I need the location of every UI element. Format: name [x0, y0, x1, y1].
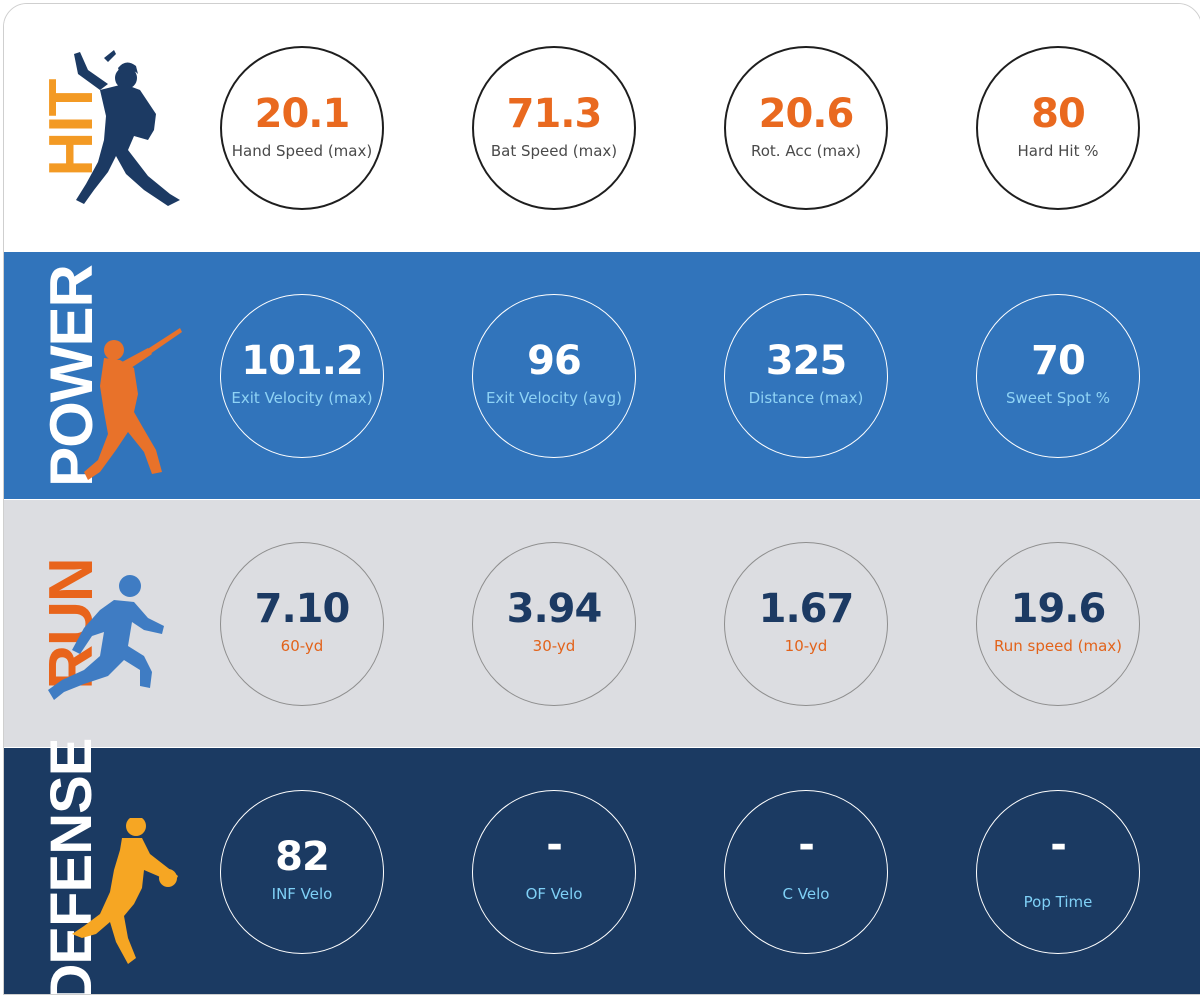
stat-label: Distance (max)	[748, 389, 864, 407]
stat-label: 30-yd	[532, 637, 576, 655]
stat-inf-velo: 82 INF Velo	[220, 790, 384, 954]
stat-10-yd: 1.67 10-yd	[724, 542, 888, 706]
stat-pop-time: - Pop Time	[976, 790, 1140, 954]
stat-value: 19.6	[1010, 586, 1107, 632]
stat-value: 1.67	[758, 586, 855, 632]
stat-label: Bat Speed (max)	[490, 142, 618, 160]
stat-value: 82	[275, 834, 330, 880]
stat-label: Hand Speed (max)	[231, 142, 373, 160]
stat-sweet-spot: 70 Sweet Spot %	[976, 294, 1140, 458]
stat-exit-velocity-max: 101.2 Exit Velocity (max)	[220, 294, 384, 458]
stat-label: 60-yd	[280, 637, 324, 655]
stat-label: Exit Velocity (max)	[231, 389, 373, 407]
stat-of-velo: - OF Velo	[472, 790, 636, 954]
stat-c-velo: - C Velo	[724, 790, 888, 954]
stat-value: 80	[1031, 91, 1086, 137]
stat-bat-speed: 71.3 Bat Speed (max)	[472, 46, 636, 210]
stat-run-speed: 19.6 Run speed (max)	[976, 542, 1140, 706]
stat-30-yd: 3.94 30-yd	[472, 542, 636, 706]
stat-label: Pop Time	[1023, 893, 1093, 911]
stat-label: Hard Hit %	[1017, 142, 1099, 160]
runner-icon	[48, 575, 164, 700]
stat-value: 96	[527, 338, 582, 384]
stat-hard-hit: 80 Hard Hit %	[976, 46, 1140, 210]
stat-label: Sweet Spot %	[1005, 389, 1111, 407]
stat-value: -	[798, 822, 815, 868]
fielder-icon	[72, 818, 178, 964]
power-section: POWER 101.2 Exit Velocity (max) 96 Exit …	[4, 252, 1200, 499]
stat-value: 71.3	[506, 91, 603, 137]
power-hitter-icon	[84, 328, 182, 480]
stat-value: 101.2	[241, 338, 364, 384]
stat-value: -	[546, 822, 563, 868]
stat-value: 3.94	[506, 586, 603, 632]
stat-value: 20.1	[254, 91, 351, 137]
stat-label: OF Velo	[525, 885, 583, 903]
stat-label: Exit Velocity (avg)	[485, 389, 623, 407]
stat-60-yd: 7.10 60-yd	[220, 542, 384, 706]
batter-icon	[74, 50, 180, 206]
stat-label: INF Velo	[271, 885, 333, 903]
stat-value: 7.10	[254, 586, 351, 632]
stat-rot-acc: 20.6 Rot. Acc (max)	[724, 46, 888, 210]
stat-label: Run speed (max)	[994, 637, 1122, 655]
stat-value: -	[1050, 822, 1067, 868]
stat-label: Rot. Acc (max)	[751, 142, 861, 160]
hit-section: HIT 20.1 Hand Speed (max) 71.3 Bat Speed…	[4, 4, 1200, 251]
stat-value: 20.6	[758, 91, 855, 137]
stat-value: 70	[1031, 338, 1086, 384]
player-stats-card: HIT 20.1 Hand Speed (max) 71.3 Bat Speed…	[3, 3, 1200, 995]
stat-exit-velocity-avg: 96 Exit Velocity (avg)	[472, 294, 636, 458]
stat-distance-max: 325 Distance (max)	[724, 294, 888, 458]
defense-section: DEFENSE 82 INF Velo - OF Velo - C Velo -…	[4, 738, 1200, 994]
stat-label: C Velo	[782, 885, 830, 903]
run-section: RUN 7.10 60-yd 3.94 30-yd 1.67 10-yd 19.…	[4, 500, 1200, 747]
stat-value: 325	[765, 338, 848, 384]
stat-label: 10-yd	[784, 637, 828, 655]
stat-hand-speed: 20.1 Hand Speed (max)	[220, 46, 384, 210]
